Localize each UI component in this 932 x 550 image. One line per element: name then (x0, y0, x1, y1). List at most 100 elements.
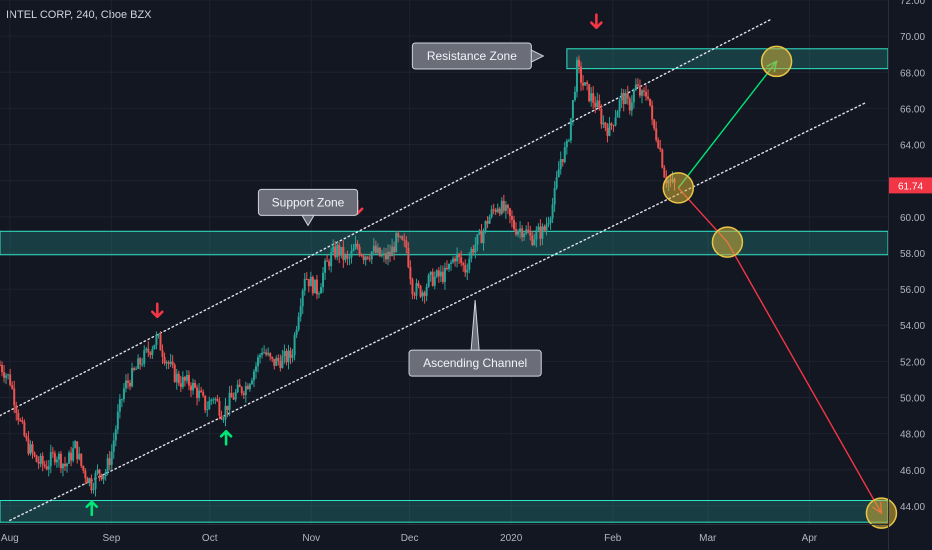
candle-body (614, 117, 617, 126)
candle-body (196, 387, 199, 398)
candle-body (496, 208, 499, 212)
candle-body (415, 283, 418, 296)
candle-body (606, 127, 609, 136)
candle-body (561, 159, 564, 162)
target-circle (760, 45, 793, 78)
candle-body (208, 401, 211, 410)
candle-body (519, 228, 522, 231)
candle-body (47, 466, 50, 470)
candle-body (596, 100, 599, 108)
candle-body (437, 270, 440, 277)
red-down-arrow-icon (590, 13, 603, 29)
candle-body (573, 91, 576, 101)
candle-body (25, 435, 28, 439)
candle-body (269, 353, 272, 357)
candle-body (114, 429, 117, 441)
candle-body (307, 279, 310, 287)
candle-body (289, 350, 292, 358)
grid (0, 0, 888, 524)
candle-body (429, 271, 432, 275)
candle-body (456, 253, 459, 262)
candle-body (98, 469, 101, 475)
callout-pointer (301, 214, 315, 227)
candle-body (252, 371, 255, 381)
candle-body (649, 98, 652, 106)
candle-body (543, 226, 546, 231)
candle-body (295, 329, 298, 335)
candle-body (163, 356, 166, 364)
candle-body (141, 363, 144, 365)
zone-band (0, 230, 889, 256)
projection-up-arrow (677, 61, 778, 189)
candle-body (59, 453, 62, 469)
candle-body (228, 392, 231, 411)
candle-body (551, 204, 554, 219)
candle-body (210, 399, 213, 402)
candle-body (181, 377, 184, 387)
candle-body (23, 421, 26, 436)
candle-body (41, 455, 44, 465)
y-tick-label: 66.00 (900, 104, 925, 115)
candle-body (246, 386, 249, 390)
candle-body (151, 349, 154, 355)
candle-body (261, 352, 264, 356)
candle-body (582, 82, 585, 86)
candle-body (19, 420, 22, 422)
candle-body (216, 398, 219, 402)
candle-body (378, 247, 381, 257)
candle-body (624, 93, 627, 105)
candles (0, 55, 676, 497)
candle-body (488, 216, 491, 224)
candle-body (15, 405, 18, 413)
candle-body (218, 401, 221, 416)
price-axis[interactable]: 72.0070.0068.0066.0064.0062.0060.0058.00… (888, 0, 932, 550)
candle-body (525, 229, 528, 234)
callout-label: Resistance Zone (427, 49, 517, 63)
candle-body (346, 255, 349, 259)
time-axis[interactable]: Aug Sep Oct Nov Dec 2020 Feb Mar Apr (0, 524, 888, 545)
candle-body (322, 272, 325, 288)
candle-body (490, 209, 493, 217)
candle-body (385, 253, 388, 260)
candle-body (21, 420, 24, 422)
candle-body (372, 245, 375, 252)
candle-body (236, 384, 239, 393)
candle-body (165, 362, 168, 364)
candle-body (45, 466, 48, 470)
candle-body (242, 393, 245, 395)
y-tick-label: 68.00 (900, 68, 925, 79)
candle-body (303, 278, 306, 291)
candle-body (470, 248, 473, 259)
candle-body (458, 253, 461, 258)
candle-body (344, 255, 347, 260)
candle-body (277, 357, 280, 361)
candle-body (647, 96, 650, 99)
candle-body (70, 452, 73, 461)
candle-body (78, 453, 81, 460)
candle-body (476, 234, 479, 245)
candle-body (131, 368, 134, 387)
candle-body (139, 358, 142, 365)
candle-body (313, 279, 316, 294)
candle-body (403, 239, 406, 241)
candle-body (106, 458, 109, 473)
candle-body (55, 459, 58, 463)
candle-body (267, 353, 270, 355)
candle-body (602, 122, 605, 125)
candle-body (309, 277, 312, 287)
candle-body (167, 362, 170, 364)
candle-body (259, 355, 262, 358)
candle-body (370, 251, 373, 260)
candle-body (553, 188, 556, 205)
candle-body (68, 452, 71, 464)
candle-body (360, 254, 363, 257)
candle-body (401, 236, 404, 240)
y-tick-label: 44.00 (900, 502, 925, 513)
candle-body (391, 246, 394, 257)
y-tick-label: 58.00 (900, 249, 925, 260)
candle-body (173, 364, 176, 382)
candle-body (330, 252, 333, 267)
candle-body (395, 233, 398, 253)
candle-body (66, 463, 69, 467)
candle-body (531, 235, 534, 245)
